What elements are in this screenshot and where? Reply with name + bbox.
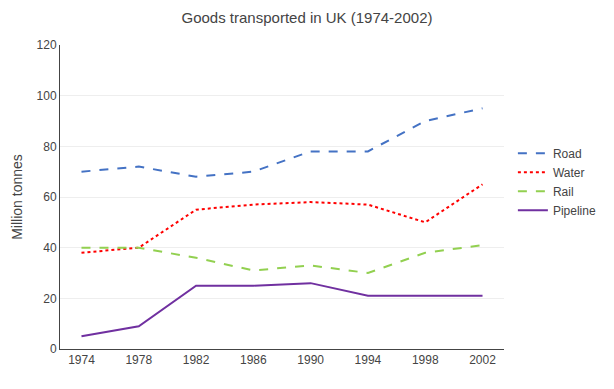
svg-text:2002: 2002 <box>469 353 496 367</box>
svg-text:1974: 1974 <box>68 353 95 367</box>
svg-text:1982: 1982 <box>183 353 210 367</box>
svg-text:1990: 1990 <box>297 353 324 367</box>
svg-text:Pipeline: Pipeline <box>553 204 596 218</box>
svg-text:1978: 1978 <box>125 353 152 367</box>
svg-text:100: 100 <box>37 89 57 103</box>
svg-text:Road: Road <box>553 147 582 161</box>
svg-text:80: 80 <box>43 140 57 154</box>
svg-text:Water: Water <box>553 166 585 180</box>
svg-text:1994: 1994 <box>355 353 382 367</box>
svg-text:0: 0 <box>50 342 57 356</box>
svg-text:1998: 1998 <box>412 353 439 367</box>
svg-text:60: 60 <box>43 190 57 204</box>
svg-text:Goods transported in UK (1974-: Goods transported in UK (1974-2002) <box>182 9 433 26</box>
svg-text:Rail: Rail <box>553 185 574 199</box>
svg-text:120: 120 <box>37 38 57 52</box>
svg-text:20: 20 <box>43 292 57 306</box>
svg-text:Million tonnes: Million tonnes <box>9 154 25 240</box>
svg-text:40: 40 <box>43 241 57 255</box>
svg-text:1986: 1986 <box>240 353 267 367</box>
